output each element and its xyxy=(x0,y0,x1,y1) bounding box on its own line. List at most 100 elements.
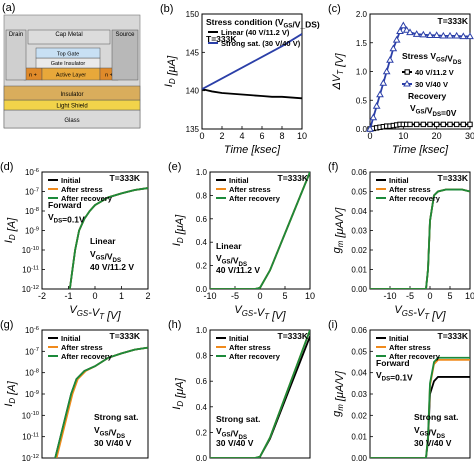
y-tick-label: 145 xyxy=(186,48,200,57)
y-tick-label: 1.0 xyxy=(196,168,208,177)
x-tick-label: 10 xyxy=(305,291,315,301)
y-axis-label: gm [μA/V] xyxy=(331,207,346,254)
legend-label: After stress xyxy=(61,185,103,194)
series-line xyxy=(370,188,470,289)
data-point xyxy=(467,121,473,128)
y-tick-label: 0.4 xyxy=(196,403,208,412)
series-line xyxy=(54,346,148,458)
panel-letter: (i) xyxy=(328,319,338,331)
annotation: VGS/VDS xyxy=(216,426,247,441)
y-tick-label: 0.06 xyxy=(351,168,367,177)
top-gate-label: Top Gate xyxy=(57,52,79,58)
y-tick-label: 0.5 xyxy=(356,96,368,105)
y-tick-label: 10-12 xyxy=(22,285,39,294)
x-tick-label: 0 xyxy=(92,291,97,301)
panel-e: (e) 0.0 0.2 0.4 0.6 0.8 1.0 -10 -5 0 5 10 VGS-VT [V]… xyxy=(168,161,315,322)
glass-label: Glass xyxy=(64,118,79,124)
light-shield-label: Light Shield xyxy=(56,104,87,110)
annotation: T=333K xyxy=(110,331,141,341)
x-axis-label: Time [ksec] xyxy=(224,144,281,156)
y-tick-label: 150 xyxy=(186,10,200,19)
y-tick-label: 2.0 xyxy=(356,10,368,19)
legend-label: 30 V/40 V xyxy=(415,80,448,89)
y-tick-label: 135 xyxy=(186,125,200,134)
panel-letter: (b) xyxy=(160,3,173,15)
y-tick-label: 0.01 xyxy=(351,433,367,442)
annotation: Stress VGS/VDS xyxy=(402,51,461,66)
y-tick-label: 10-11 xyxy=(22,432,39,441)
y-axis-label: ΔVT [V] xyxy=(331,53,346,91)
x-tick-label: 2 xyxy=(219,131,224,141)
annotation: VDS=0.1V xyxy=(376,370,413,382)
data-point xyxy=(420,121,427,128)
y-tick-label: 0.00 xyxy=(351,454,367,463)
data-point xyxy=(452,31,461,39)
legend-label: 40 V/11.2 V xyxy=(415,68,454,77)
legend-label: After recovery xyxy=(61,352,113,361)
annotation: T=333K xyxy=(438,331,469,341)
series-line xyxy=(370,188,470,289)
data-point xyxy=(446,31,454,39)
x-tick-label: 2 xyxy=(145,291,150,301)
annotation: 30 V/40 V xyxy=(216,438,254,448)
legend-label: After stress xyxy=(389,185,431,194)
y-axis-label: ID [A] xyxy=(3,217,18,243)
y-tick-label: 0.03 xyxy=(351,390,367,399)
x-axis-label: VGS-VT [V] xyxy=(234,304,286,322)
y-tick-label: 0.05 xyxy=(351,188,367,197)
panel-d: (d) 10-12 10-11 10-10 10-9 10-8 10-7 10-6 -2 -1 0 1… xyxy=(0,161,151,322)
panel-f: (f) 0.00 0.01 0.02 0.03 0.04 0.05 0.06 -10 -5 0 5 10… xyxy=(328,161,474,322)
y-tick-label: 0.0 xyxy=(196,285,208,294)
x-tick-label: 30 xyxy=(465,131,474,141)
x-tick-label: 5 xyxy=(447,291,452,301)
x-tick-label: -1 xyxy=(64,291,72,301)
data-point xyxy=(412,30,421,37)
x-axis-label: VGS-VT [V] xyxy=(394,304,446,322)
y-axis-label: ID [A] xyxy=(3,380,18,406)
data-point xyxy=(439,31,448,39)
legend-label: Initial xyxy=(389,334,409,343)
y-tick-label: 0.6 xyxy=(196,215,208,224)
data-point xyxy=(419,30,428,38)
y-tick-label: 0.05 xyxy=(351,347,367,356)
annotation: T=333K xyxy=(278,331,309,341)
legend-label: After recovery xyxy=(389,352,441,361)
x-tick-label: -5 xyxy=(231,291,239,301)
legend-label: Strong sat. (30 V/40 V) xyxy=(221,39,301,48)
insulator-label: Insulator xyxy=(60,92,83,98)
annotation: Strong sat. xyxy=(414,412,458,422)
x-tick-label: 10 xyxy=(297,131,307,141)
cap-metal-label: Cap Metal xyxy=(55,32,82,38)
annotation: Stress condition (VGS/V_DS) xyxy=(206,17,320,29)
cap-metal-layer xyxy=(27,29,111,45)
plot-frame xyxy=(209,329,311,459)
data-point xyxy=(402,26,411,33)
annotation: Recovery xyxy=(408,91,447,101)
y-tick-label: 10-9 xyxy=(25,226,39,235)
y-tick-label: 10-10 xyxy=(22,246,39,255)
x-tick-label: 0 xyxy=(199,131,204,141)
y-tick-label: 0.03 xyxy=(351,227,367,236)
series-line xyxy=(68,187,148,289)
legend-label: Linear (40 V/11.2 V) xyxy=(221,28,290,37)
legend-label: After stress xyxy=(389,343,431,352)
x-tick-label: -2 xyxy=(38,291,46,301)
y-axis-label: ID [μA] xyxy=(171,377,186,409)
x-tick-label: 1 xyxy=(119,291,124,301)
series-line xyxy=(202,33,302,90)
annotation: Linear xyxy=(216,241,242,251)
data-point xyxy=(459,32,468,40)
series-line xyxy=(370,188,470,289)
x-tick-label: 10 xyxy=(465,291,474,301)
y-tick-label: 1.0 xyxy=(356,68,368,77)
y-tick-label: 0.4 xyxy=(196,238,208,247)
annotation: T=333K xyxy=(438,16,469,26)
data-point xyxy=(460,121,467,128)
data-point xyxy=(413,121,420,128)
y-tick-label: 0.6 xyxy=(196,377,208,386)
panel-letter: (h) xyxy=(168,319,181,331)
data-point xyxy=(399,21,408,29)
data-point xyxy=(447,121,453,128)
annotation: Forward xyxy=(376,358,410,368)
gate-insulator-label: Gate Insulator xyxy=(51,61,86,67)
